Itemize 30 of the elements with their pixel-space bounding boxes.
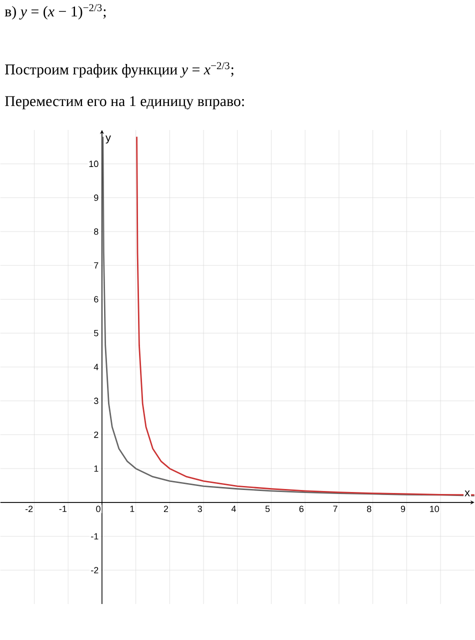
x-tick-label: 5 [266, 506, 270, 512]
x-tick-label: 3 [198, 506, 202, 512]
text: Переместим его на 1 единицу вправо: [5, 96, 244, 110]
x-tick-label: 10 [430, 506, 440, 512]
y-tick-label: 5 [94, 330, 98, 336]
y-tick-label: 4 [94, 364, 98, 370]
x-tick-label: 8 [367, 506, 372, 512]
y-tick-label: 3 [94, 398, 98, 404]
text: Построим график функции y = x$^{−2/3}$; [5, 62, 234, 78]
x-tick-label: 4 [232, 506, 236, 512]
x-tick-label: 7 [333, 506, 338, 512]
y-tick-label: 2 [94, 432, 98, 438]
x-tick-label: -2 [26, 506, 33, 512]
y-tick-label: 7 [94, 262, 98, 269]
x-axis-title: x [464, 490, 470, 496]
y-tick-label: -2 [91, 567, 98, 574]
x-tick-label: 0 [96, 506, 101, 512]
y-tick-label: 1 [94, 465, 98, 472]
x-tick-label: 6 [299, 506, 304, 512]
x-tick-label: 2 [164, 506, 168, 512]
y-tick-label: 6 [94, 296, 98, 302]
y-tick-label: 9 [94, 194, 98, 201]
y-tick-label: -1 [91, 533, 98, 540]
y-tick-label: 10 [89, 160, 98, 168]
text: в) y = (x − 1)$^{−2/3}$; [4, 4, 106, 20]
x-tick-label: 1 [130, 506, 134, 512]
y-axis-title: y [106, 135, 112, 144]
x-tick-label: -1 [59, 506, 67, 512]
y-tick-label: 8 [94, 228, 98, 235]
x-tick-label: 9 [401, 506, 406, 512]
